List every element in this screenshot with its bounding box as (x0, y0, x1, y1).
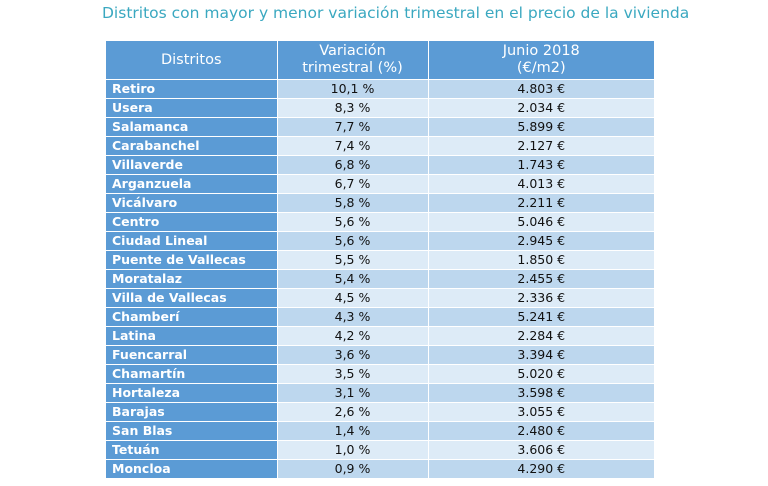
table-row: Chamberí 4,3 % 5.241 € (106, 307, 654, 327)
price-cell: 2.034 € (428, 98, 654, 118)
table-row: Latina 4,2 % 2.284 € (106, 326, 654, 346)
variation-cell: 4,2 % (277, 326, 429, 346)
variation-cell: 1,4 % (277, 421, 429, 441)
district-cell: Chamartín (106, 364, 278, 384)
price-cell: 2.945 € (428, 231, 654, 251)
price-cell: 5.241 € (428, 307, 654, 327)
variation-cell: 3,1 % (277, 383, 429, 403)
table-row: Moncloa 0,9 % 4.290 € (106, 459, 654, 478)
header-variation-line1: Variación (319, 43, 386, 59)
table-row: Salamanca 7,7 % 5.899 € (106, 117, 654, 137)
table-row: Villaverde 6,8 % 1.743 € (106, 155, 654, 175)
variation-cell: 5,8 % (277, 193, 429, 213)
district-cell: Retiro (106, 79, 278, 99)
price-cell: 3.598 € (428, 383, 654, 403)
header-price-line1: Junio 2018 (502, 43, 580, 59)
table-row: Villa de Vallecas 4,5 % 2.336 € (106, 288, 654, 308)
variation-cell: 10,1 % (277, 79, 429, 99)
district-cell: Latina (106, 326, 278, 346)
header-price: Junio 2018 (€/m2) (428, 41, 654, 80)
price-cell: 5.899 € (428, 117, 654, 137)
variation-cell: 2,6 % (277, 402, 429, 422)
variation-cell: 3,6 % (277, 345, 429, 365)
variation-cell: 7,4 % (277, 136, 429, 156)
price-cell: 3.055 € (428, 402, 654, 422)
district-cell: Fuencarral (106, 345, 278, 365)
table-row: Vicálvaro 5,8 % 2.211 € (106, 193, 654, 213)
variation-cell: 4,3 % (277, 307, 429, 327)
district-cell: Vicálvaro (106, 193, 278, 213)
table-row: Fuencarral 3,6 % 3.394 € (106, 345, 654, 365)
district-cell: Carabanchel (106, 136, 278, 156)
price-cell: 1.743 € (428, 155, 654, 175)
variation-cell: 7,7 % (277, 117, 429, 137)
variation-cell: 3,5 % (277, 364, 429, 384)
variation-cell: 5,6 % (277, 212, 429, 232)
variation-cell: 5,5 % (277, 250, 429, 270)
table-body: Retiro 10,1 % 4.803 € Usera 8,3 % 2.034 € Sala… (106, 79, 654, 478)
variation-cell: 6,7 % (277, 174, 429, 194)
district-cell: Chamberí (106, 307, 278, 327)
price-cell: 5.020 € (428, 364, 654, 384)
price-cell: 4.013 € (428, 174, 654, 194)
variation-cell: 5,6 % (277, 231, 429, 251)
variation-cell: 4,5 % (277, 288, 429, 308)
district-cell: Usera (106, 98, 278, 118)
table-row: Centro 5,6 % 5.046 € (106, 212, 654, 232)
table-row: Puente de Vallecas 5,5 % 1.850 € (106, 250, 654, 270)
district-cell: Centro (106, 212, 278, 232)
price-cell: 3.394 € (428, 345, 654, 365)
district-cell: Tetuán (106, 440, 278, 460)
price-cell: 4.803 € (428, 79, 654, 99)
price-cell: 2.211 € (428, 193, 654, 213)
district-cell: Arganzuela (106, 174, 278, 194)
district-cell: Moncloa (106, 459, 278, 478)
district-cell: Barajas (106, 402, 278, 422)
table-row: Tetuán 1,0 % 3.606 € (106, 440, 654, 460)
price-cell: 5.046 € (428, 212, 654, 232)
table-row: Retiro 10,1 % 4.803 € (106, 79, 654, 99)
district-cell: Hortaleza (106, 383, 278, 403)
table-header-row: Distritos Variación trimestral (%) Junio… (106, 41, 654, 80)
housing-price-table: Distritos Variación trimestral (%) Junio… (106, 41, 654, 478)
price-cell: 2.480 € (428, 421, 654, 441)
variation-cell: 0,9 % (277, 459, 429, 478)
table-row: Hortaleza 3,1 % 3.598 € (106, 383, 654, 403)
table-row: Arganzuela 6,7 % 4.013 € (106, 174, 654, 194)
header-variation: Variación trimestral (%) (277, 41, 429, 80)
district-cell: Villaverde (106, 155, 278, 175)
district-cell: Moratalaz (106, 269, 278, 289)
price-cell: 4.290 € (428, 459, 654, 478)
price-cell: 2.127 € (428, 136, 654, 156)
table-row: Usera 8,3 % 2.034 € (106, 98, 654, 118)
table-row: Moratalaz 5,4 % 2.455 € (106, 269, 654, 289)
variation-cell: 1,0 % (277, 440, 429, 460)
header-districts-label: Distritos (160, 51, 222, 68)
district-cell: San Blas (106, 421, 278, 441)
price-cell: 2.455 € (428, 269, 654, 289)
price-cell: 1.850 € (428, 250, 654, 270)
table-row: Ciudad Lineal 5,6 % 2.945 € (106, 231, 654, 251)
price-cell: 3.606 € (428, 440, 654, 460)
header-variation-line2: trimestral (%) (302, 60, 403, 76)
district-cell: Villa de Vallecas (106, 288, 278, 308)
price-cell: 2.284 € (428, 326, 654, 346)
table-row: Carabanchel 7,4 % 2.127 € (106, 136, 654, 156)
header-price-line2: (€/m2) (516, 60, 566, 76)
district-cell: Salamanca (106, 117, 278, 137)
district-cell: Puente de Vallecas (106, 250, 278, 270)
price-cell: 2.336 € (428, 288, 654, 308)
district-cell: Ciudad Lineal (106, 231, 278, 251)
table-title: Distritos con mayor y menor variación tr… (102, 4, 690, 22)
variation-cell: 6,8 % (277, 155, 429, 175)
variation-cell: 5,4 % (277, 269, 429, 289)
table-row: Barajas 2,6 % 3.055 € (106, 402, 654, 422)
table-row: San Blas 1,4 % 2.480 € (106, 421, 654, 441)
header-districts: Distritos (106, 41, 278, 80)
table-row: Chamartín 3,5 % 5.020 € (106, 364, 654, 384)
variation-cell: 8,3 % (277, 98, 429, 118)
